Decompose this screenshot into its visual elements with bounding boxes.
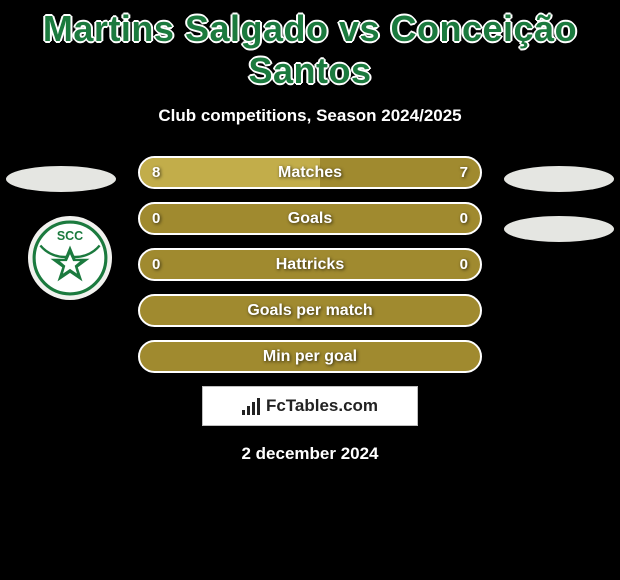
stat-label: Min per goal <box>263 348 357 366</box>
subtitle: Club competitions, Season 2024/2025 <box>0 106 620 126</box>
stat-label: Matches <box>278 164 342 182</box>
stat-label: Hattricks <box>276 256 344 274</box>
stat-bar: Goals per match <box>138 294 482 327</box>
stat-bar: Min per goal <box>138 340 482 373</box>
stat-bar: 0 Hattricks 0 <box>138 248 482 281</box>
stat-value-left: 0 <box>152 256 160 273</box>
badge-label: SCC <box>57 229 83 243</box>
stat-value-left: 8 <box>152 164 160 181</box>
stat-value-left: 0 <box>152 210 160 227</box>
stat-bar: 0 Goals 0 <box>138 202 482 235</box>
brand-text: FcTables.com <box>266 396 378 416</box>
page-title: Martins Salgado vs Conceição Santos <box>0 0 620 92</box>
club-badge-icon: SCC <box>31 219 109 297</box>
stat-value-right: 0 <box>460 256 468 273</box>
brand-box: FcTables.com <box>202 386 418 426</box>
stat-bar: 8 Matches 7 <box>138 156 482 189</box>
player-left-photo-placeholder <box>6 166 116 192</box>
date: 2 december 2024 <box>0 444 620 464</box>
stat-label: Goals per match <box>247 302 372 320</box>
player-right-photo-placeholder <box>504 166 614 192</box>
comparison-content: SCC 8 Matches 7 0 Goals 0 0 Hattricks 0 Goals per… <box>0 156 620 464</box>
stat-value-right: 0 <box>460 210 468 227</box>
player-right-club-placeholder <box>504 216 614 242</box>
chart-icon <box>242 397 260 415</box>
stat-value-right: 7 <box>460 164 468 181</box>
player-left-club-badge: SCC <box>28 216 112 300</box>
stat-label: Goals <box>288 210 332 228</box>
stat-bars: 8 Matches 7 0 Goals 0 0 Hattricks 0 Goals per mat… <box>138 156 482 373</box>
